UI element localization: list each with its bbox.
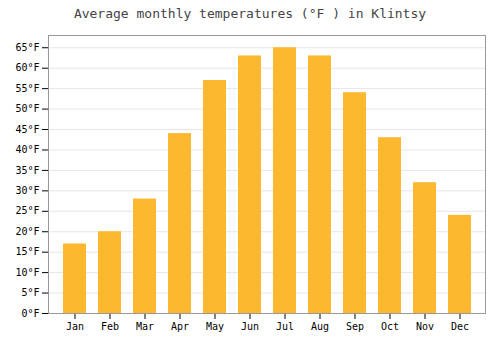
html-text:Average monthly temperatures (: Average monthly temperatures (°F ) in Kl… [73, 6, 427, 21]
svg-text:5°F: 5°F [21, 287, 39, 298]
svg-text:45°F: 45°F [15, 124, 39, 135]
svg-text:25°F: 25°F [15, 205, 39, 216]
svg-text:30°F: 30°F [15, 185, 39, 196]
svg-text:Mar: Mar [136, 321, 154, 332]
svg-text:Nov: Nov [416, 321, 434, 332]
svg-text:55°F: 55°F [15, 83, 39, 94]
svg-text:15°F: 15°F [15, 246, 39, 257]
svg-text:60°F: 60°F [15, 62, 39, 73]
svg-text:50°F: 50°F [15, 103, 39, 114]
svg-text:0°F: 0°F [21, 308, 39, 319]
svg-text:Sep: Sep [346, 321, 364, 332]
svg-text:20°F: 20°F [15, 226, 39, 237]
svg-text:Jun: Jun [241, 321, 259, 332]
svg-text:Jul: Jul [276, 321, 294, 332]
svg-text:Apr: Apr [171, 321, 189, 332]
svg-text:Jan: Jan [66, 321, 84, 332]
svg-text:May: May [206, 321, 224, 332]
svg-text:10°F: 10°F [15, 267, 39, 278]
svg-text:65°F: 65°F [15, 42, 39, 53]
svg-text:Aug: Aug [311, 321, 329, 332]
svg-text:Dec: Dec [451, 321, 469, 332]
svg-text:35°F: 35°F [15, 165, 39, 176]
svg-text:Feb: Feb [101, 321, 119, 332]
svg-text:Oct: Oct [381, 321, 399, 332]
svg-text:40°F: 40°F [15, 144, 39, 155]
